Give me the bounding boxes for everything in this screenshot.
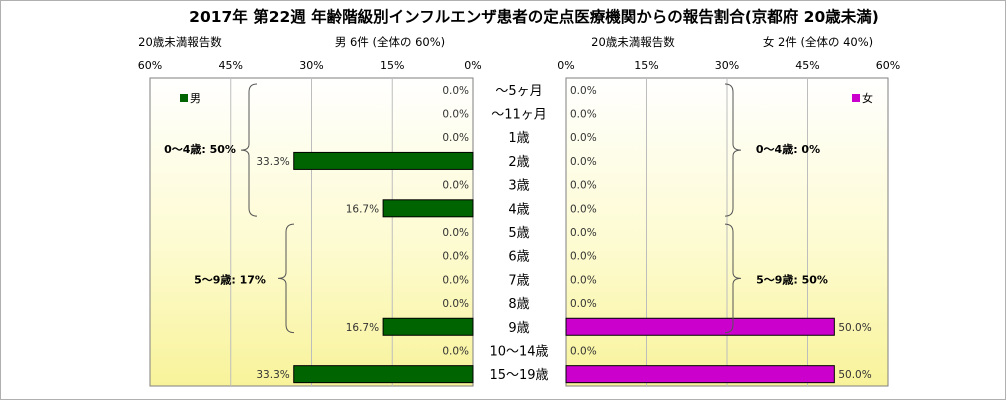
male-data-label: 33.3% — [256, 156, 289, 168]
left-tick-label: 15% — [380, 59, 404, 72]
category-label: 9歳 — [508, 321, 529, 336]
male-bar — [382, 199, 474, 218]
female-data-label: 50.0% — [838, 322, 871, 334]
male-data-label: 0.0% — [442, 298, 469, 310]
group-label-male-0-4: 0～4歳: 50% — [164, 142, 236, 156]
male-data-label: 0.0% — [442, 180, 469, 192]
legend-swatch-female — [852, 94, 860, 102]
category-label: 5歳 — [508, 226, 529, 241]
right-tick-label: 60% — [876, 59, 900, 72]
right-panel-female: 0% 15% 30% 45% 60% 0.0% 0.0% 0.0% 0.0% 0.0% 0.0% 0.… — [557, 59, 900, 387]
female-data-label: 0.0% — [570, 109, 597, 121]
group-label-male-5-9: 5～9歳: 17% — [194, 272, 266, 286]
left-tick-label: 0% — [464, 59, 481, 72]
left-panel-male: 0% 15% 30% 45% 60% 0.0% 0.0% 0.0% 33.3% 0.0% 16.7%… — [138, 59, 482, 387]
category-label: 6歳 — [508, 250, 529, 265]
brace-5-9-female — [724, 223, 742, 334]
male-data-label: 16.7% — [346, 203, 379, 215]
left-header: 男 6件 (全体の 60%) — [335, 35, 445, 49]
left-tick-label: 30% — [299, 59, 323, 72]
category-label: 7歳 — [508, 273, 529, 288]
female-data-label: 0.0% — [570, 180, 597, 192]
category-label: 10～14歳 — [489, 344, 548, 359]
category-label: ～11ヶ月 — [491, 108, 547, 123]
female-data-label: 0.0% — [570, 298, 597, 310]
male-data-label: 0.0% — [442, 109, 469, 121]
legend-label-male: 男 — [190, 92, 201, 105]
left-tick-label: 45% — [219, 59, 243, 72]
legend-label-female: 女 — [862, 91, 873, 105]
male-data-label: 0.0% — [442, 132, 469, 144]
category-label: 15～19歳 — [489, 368, 548, 383]
female-data-label: 0.0% — [570, 156, 597, 168]
female-data-label: 0.0% — [570, 132, 597, 144]
male-data-label: 0.0% — [442, 345, 469, 357]
category-label: 4歳 — [508, 202, 529, 217]
category-label: 1歳 — [508, 131, 529, 146]
category-label: 3歳 — [508, 179, 529, 194]
male-bar — [382, 317, 474, 336]
right-tick-label: 15% — [634, 59, 658, 72]
female-data-label: 0.0% — [570, 251, 597, 263]
female-data-label: 0.0% — [570, 345, 597, 357]
group-label-female-0-4: 0～4歳: 0% — [756, 142, 820, 156]
left-subtitle: 20歳未満報告数 — [138, 35, 222, 49]
brace-5-9-male — [277, 223, 295, 334]
right-subtitle: 20歳未満報告数 — [591, 35, 675, 49]
female-bar — [565, 317, 835, 336]
male-data-label: 0.0% — [442, 85, 469, 97]
category-label: ～5ヶ月 — [495, 84, 542, 99]
left-tick-label: 60% — [138, 59, 162, 72]
brace-0-4-male — [240, 83, 258, 217]
female-data-label: 50.0% — [838, 369, 871, 381]
male-data-label: 16.7% — [346, 322, 379, 334]
right-header: 女 2件 (全体の 40%) — [763, 35, 873, 49]
female-data-label: 0.0% — [570, 227, 597, 239]
male-bar — [293, 151, 474, 170]
category-labels: ～5ヶ月 ～11ヶ月 1歳 2歳 3歳 4歳 5歳 6歳 7歳 8歳 9歳 10～14歳 15～19歳 — [489, 84, 548, 383]
male-data-label: 33.3% — [256, 369, 289, 381]
female-data-label: 0.0% — [570, 203, 597, 215]
male-data-label: 0.0% — [442, 274, 469, 286]
male-data-label: 0.0% — [442, 251, 469, 263]
male-data-label: 0.0% — [442, 227, 469, 239]
female-bar — [565, 365, 835, 384]
right-tick-label: 45% — [795, 59, 819, 72]
group-label-female-5-9: 5～9歳: 50% — [756, 272, 828, 286]
brace-0-4-female — [724, 83, 742, 217]
category-label: 2歳 — [508, 155, 529, 170]
legend-swatch-male — [180, 94, 188, 102]
category-label: 8歳 — [508, 297, 529, 312]
right-tick-label: 0% — [557, 59, 574, 72]
male-bar — [293, 365, 474, 384]
female-data-label: 0.0% — [570, 85, 597, 97]
chart-title: 2017年 第22週 年齢階級別インフルエンザ患者の定点医療機関からの報告割合(… — [189, 7, 879, 26]
female-data-label: 0.0% — [570, 274, 597, 286]
right-tick-label: 30% — [715, 59, 739, 72]
